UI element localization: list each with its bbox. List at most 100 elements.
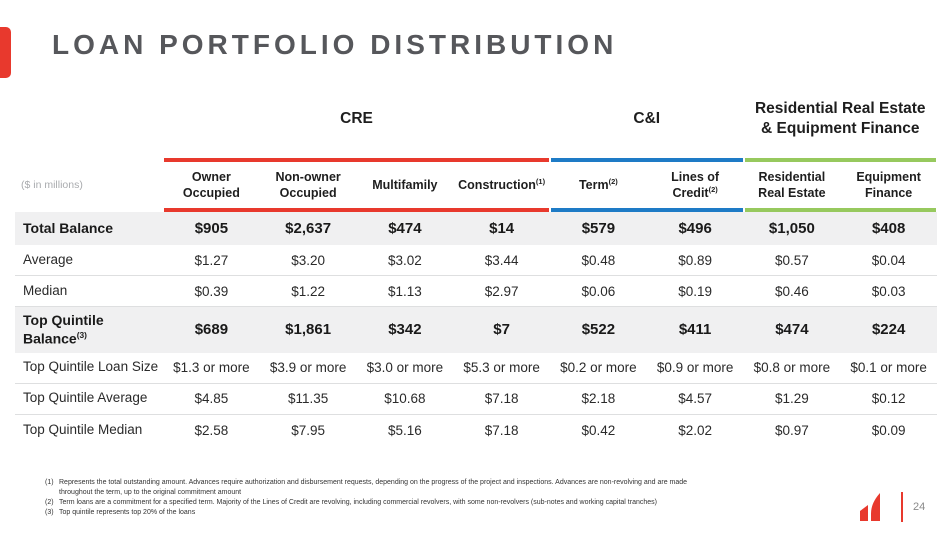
footnote-text: Term loans are a commitment for a specif… bbox=[59, 499, 657, 507]
row-label: Top Quintile Median bbox=[23, 421, 143, 437]
footnote-text: Represents the total outstanding amount.… bbox=[59, 479, 688, 497]
loan-portfolio-table: CRE C&I Residential Real Estate & Equipmen… bbox=[15, 80, 937, 446]
table-cell: $408 bbox=[871, 220, 906, 237]
units-note: ($ in millions) bbox=[21, 179, 83, 191]
table-cell: $14 bbox=[489, 220, 515, 237]
table-cell: $0.06 bbox=[581, 283, 616, 299]
row-label: Top Quintile Balance(3) bbox=[23, 312, 104, 347]
top-color-bar bbox=[15, 158, 937, 162]
accent-chip bbox=[0, 27, 11, 78]
table-cell: $2.97 bbox=[484, 283, 519, 299]
table-cell: $905 bbox=[194, 220, 229, 237]
footnote-number: (1) bbox=[45, 479, 54, 486]
table-cell: $2.02 bbox=[678, 422, 713, 438]
table-row-top-quintile-median: Top Quintile Median $2.58 $7.95 $5.16 $7.18 $… bbox=[15, 415, 937, 446]
table-cell: $0.39 bbox=[194, 283, 229, 299]
row-label: Median bbox=[23, 282, 68, 298]
table-cell: $3.44 bbox=[484, 252, 519, 268]
column-header-term: Term(2) bbox=[578, 176, 618, 192]
footnotes: (1) Represents the total outstanding amou… bbox=[45, 478, 735, 519]
footer-brand: 24 bbox=[857, 490, 937, 524]
table-cell: $689 bbox=[194, 321, 229, 339]
footer-divider bbox=[901, 492, 903, 522]
column-header-owner-occupied: Owner Occupied bbox=[182, 169, 240, 200]
table-cell: $1.22 bbox=[291, 283, 326, 299]
table-cell: $0.42 bbox=[581, 422, 616, 438]
bar-segment bbox=[551, 158, 743, 162]
table-cell: $1.13 bbox=[387, 283, 422, 299]
table-row-total-balance: Total Balance $905 $2,637 $474 $14 $579 $496 $1… bbox=[15, 212, 937, 245]
bar-segment bbox=[164, 158, 549, 162]
footnote-number: (3) bbox=[45, 509, 54, 517]
group-header-cre: CRE bbox=[340, 109, 373, 127]
row-label: Top Quintile Loan Size bbox=[23, 359, 159, 375]
table-cell: $224 bbox=[871, 321, 906, 339]
table-cell: $579 bbox=[581, 220, 616, 237]
table-cell: $4.85 bbox=[194, 391, 229, 407]
footnote: (3) Top quintile represents top 20% of th… bbox=[45, 508, 735, 518]
table-cell: $11.35 bbox=[287, 391, 329, 407]
bar-segment bbox=[744, 158, 936, 162]
column-header-construction: Construction(1) bbox=[458, 176, 546, 192]
row-label: Total Balance bbox=[23, 219, 113, 236]
table-cell: $342 bbox=[388, 321, 422, 339]
column-header-equipment-finance: Equipment Finance bbox=[856, 169, 921, 200]
bar-segment bbox=[744, 208, 936, 212]
table-cell: $0.1 or more bbox=[850, 360, 927, 376]
table-cell: $1.27 bbox=[194, 252, 229, 268]
table-cell: $496 bbox=[678, 220, 712, 237]
table-cell: $2,637 bbox=[285, 220, 332, 237]
table-cell: $4.57 bbox=[678, 391, 713, 407]
group-header-residential: Residential Real Estate & Equipment Fina… bbox=[754, 99, 926, 137]
table-cell: $1.29 bbox=[774, 391, 809, 407]
column-header-multifamily: Multifamily bbox=[372, 177, 438, 192]
table-cell: $2.18 bbox=[581, 391, 616, 407]
table-row-average: Average $1.27 $3.20 $3.02 $3.44 $0.48 $0.89 $0.… bbox=[15, 245, 937, 276]
table-row-top-quintile-loan-size: Top Quintile Loan Size $1.3 or more $3.9 o… bbox=[15, 353, 937, 384]
table-cell: $522 bbox=[581, 321, 616, 339]
table-cell: $7.95 bbox=[291, 422, 326, 438]
table-cell: $3.9 or more bbox=[269, 360, 347, 376]
table-cell: $0.03 bbox=[871, 283, 906, 299]
company-logo-icon bbox=[860, 493, 880, 521]
table-cell: $0.46 bbox=[774, 283, 809, 299]
table-cell: $10.68 bbox=[384, 391, 426, 407]
table-cell: $0.9 or more bbox=[656, 360, 734, 376]
table-cell: $474 bbox=[775, 321, 809, 339]
table-cell: $7 bbox=[493, 321, 510, 339]
page-number: 24 bbox=[913, 501, 926, 513]
row-label: Top Quintile Average bbox=[23, 390, 148, 406]
row-label: Average bbox=[23, 251, 74, 267]
page-title: LOAN PORTFOLIO DISTRIBUTION bbox=[52, 29, 618, 60]
bottom-color-bar bbox=[15, 208, 937, 212]
column-header-row: ($ in millions) Owner Occupied Non-owner O… bbox=[15, 162, 937, 208]
group-header-c: C&I bbox=[633, 109, 661, 127]
table-cell: $3.02 bbox=[387, 252, 422, 268]
table-cell: $1,050 bbox=[768, 220, 815, 237]
table-cell: $0.2 or more bbox=[560, 360, 637, 376]
table-cell: $5.16 bbox=[387, 422, 422, 438]
table-cell: $0.57 bbox=[774, 252, 809, 268]
table-cell: $0.89 bbox=[678, 252, 713, 268]
footnote-text: Top quintile represents top 20% of the l… bbox=[59, 509, 196, 517]
table-cell: $7.18 bbox=[484, 422, 519, 438]
group-header-row: CRE C&I Residential Real Estate & Equipmen… bbox=[15, 80, 937, 158]
footnote: (2) Term loans are a commitment for a spe… bbox=[45, 498, 735, 508]
table-cell: $411 bbox=[678, 321, 712, 339]
table-cell: $2.58 bbox=[194, 422, 229, 438]
column-header-non-owner-occupied: Non-owner Occupied bbox=[275, 169, 341, 200]
table-cell: $3.0 or more bbox=[366, 360, 444, 376]
table-cell: $5.3 or more bbox=[463, 360, 540, 376]
table-cell: $1,861 bbox=[285, 321, 332, 339]
footnote: (1) Represents the total outstanding amou… bbox=[45, 478, 735, 498]
table-row-top-quintile-average: Top Quintile Average $4.85 $11.35 $10.68 $7.… bbox=[15, 384, 937, 415]
bar-segment bbox=[551, 208, 743, 212]
footnote-number: (2) bbox=[45, 499, 54, 507]
table-cell: $1.3 or more bbox=[173, 360, 250, 376]
table-row-median: Median $0.39 $1.22 $1.13 $2.97 $0.06 $0.19 $0.4… bbox=[15, 276, 937, 307]
table-cell: $7.18 bbox=[484, 391, 519, 407]
column-header-lines-of-credit: Lines of Credit(2) bbox=[671, 169, 720, 201]
table-cell: $0.48 bbox=[581, 252, 616, 268]
table-cell: $0.04 bbox=[871, 252, 906, 268]
column-header-residential-real-estate: Residential Real Estate bbox=[758, 169, 826, 200]
